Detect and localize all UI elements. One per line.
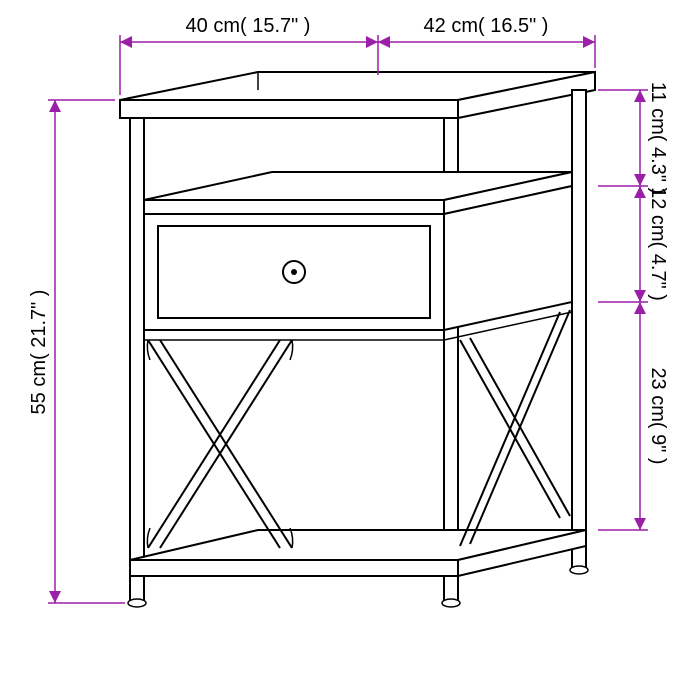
dim-depth-label: 42 cm( 16.5" ) <box>424 15 549 37</box>
dim-lower-label: 23 cm( 9" ) <box>647 367 669 464</box>
x-brace-front <box>147 340 292 548</box>
dimension-diagram: 40 cm( 15.7" ) 42 cm( 16.5" ) 55 cm( 21.… <box>0 0 700 700</box>
dim-width-label: 40 cm( 15.7" ) <box>186 15 311 37</box>
dim-height: 55 cm( 21.7" ) <box>28 100 125 603</box>
dim-shelf-gap: 11 cm( 4.3" ) <box>598 82 669 194</box>
dim-depth: 42 cm( 16.5" ) <box>378 15 595 68</box>
dim-height-label: 55 cm( 21.7" ) <box>28 290 50 415</box>
dim-drawer-label: 12 cm( 4.7" ) <box>647 187 669 301</box>
x-brace-side <box>460 310 570 546</box>
dim-drawer: 12 cm( 4.7" ) <box>598 186 669 302</box>
product-outline <box>120 72 595 607</box>
dim-shelf-gap-label: 11 cm( 4.3" ) <box>647 82 669 194</box>
dim-lower: 23 cm( 9" ) <box>598 302 669 530</box>
